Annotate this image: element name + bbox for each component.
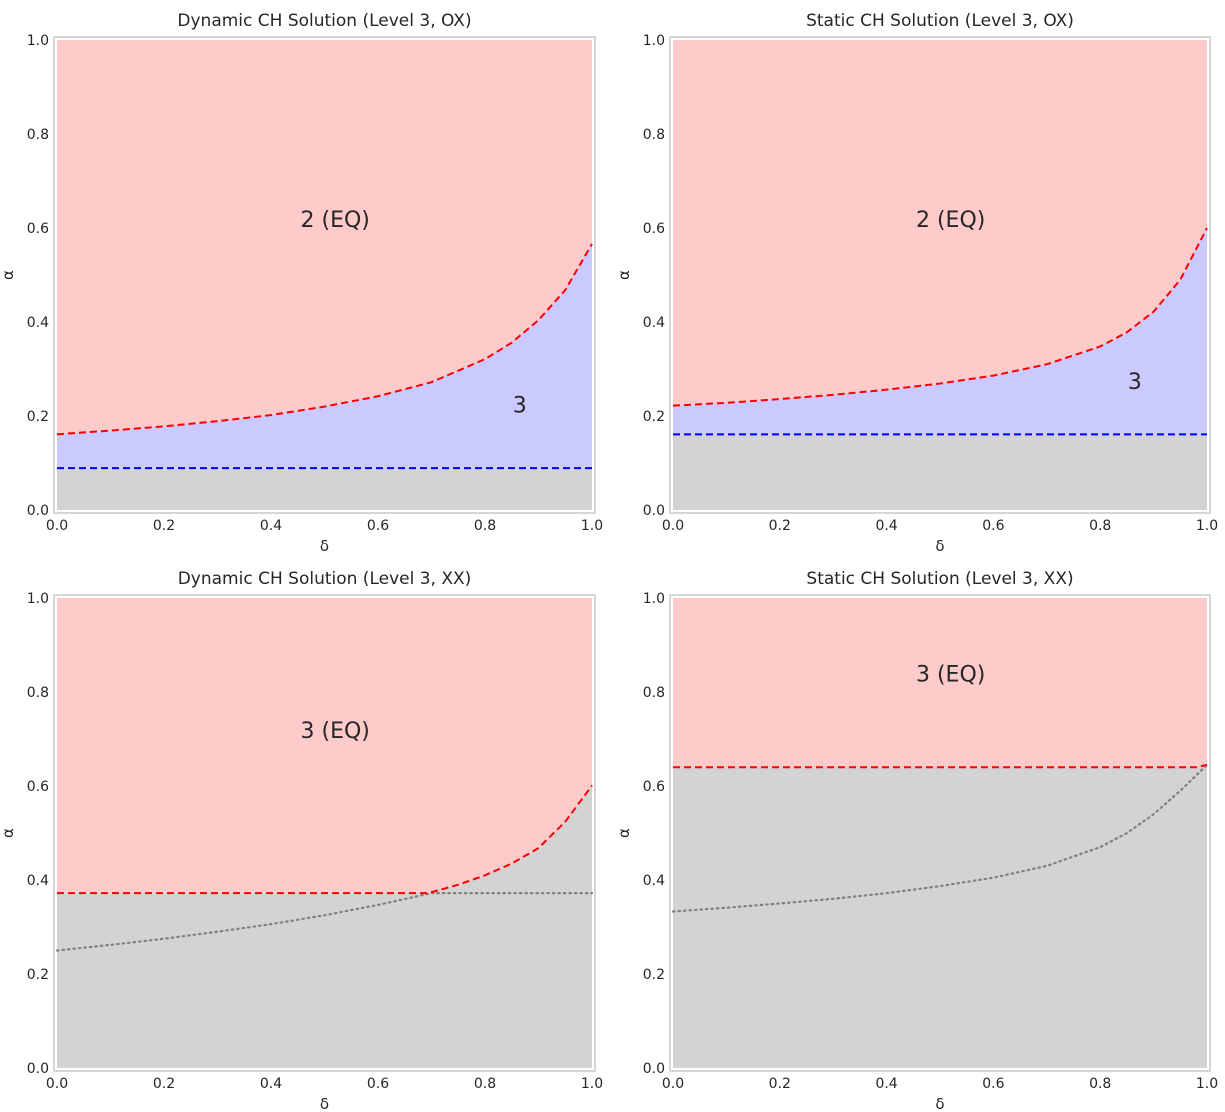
- y-tick-label: 1.0: [643, 591, 665, 607]
- x-axis-label: δ: [935, 537, 944, 555]
- y-tick-label: 0.4: [643, 315, 665, 331]
- x-tick-label: 0.6: [367, 518, 389, 534]
- y-tick-label: 0.8: [27, 685, 49, 701]
- chart-title: Dynamic CH Solution (Level 3, OX): [177, 11, 471, 31]
- y-tick-label: 0.0: [643, 1061, 665, 1077]
- x-axis-label: δ: [935, 1095, 944, 1112]
- x-tick-label: 0.6: [982, 1076, 1004, 1092]
- x-tick-label: 1.0: [1196, 518, 1218, 534]
- region-label: 3 (EQ): [916, 663, 985, 688]
- y-tick-label: 0.6: [27, 221, 49, 237]
- x-tick-label: 0.8: [474, 518, 496, 534]
- x-tick-label: 0.0: [662, 518, 684, 534]
- y-tick-label: 0.0: [643, 503, 665, 519]
- x-tick-label: 1.0: [581, 518, 603, 534]
- y-tick-label: 0.2: [643, 409, 665, 425]
- region-label: 3 (EQ): [301, 719, 370, 744]
- upper-boundary-line: [672, 227, 1208, 407]
- y-tick-label: 0.6: [27, 779, 49, 795]
- plot-frame: [53, 594, 596, 1072]
- y-tick-label: 0.6: [643, 779, 665, 795]
- chart-title: Static CH Solution (Level 3, OX): [806, 11, 1074, 31]
- y-axis-label: α: [615, 270, 633, 280]
- x-tick-label: 0.2: [153, 518, 175, 534]
- dotted-curve-line: [55, 892, 594, 952]
- region-middle-area: [57, 243, 592, 469]
- region-label: 3: [513, 394, 527, 419]
- y-axis-label: α: [615, 828, 633, 838]
- chart-panel-2: 2 (EQ) 3 0.0 0.2 0.4 0.6 0.8 1.0 0.0 0.2 0.4 0.6 0.8…: [615, 11, 1218, 555]
- upper-boundary-line: [56, 243, 593, 436]
- y-axis-label: α: [0, 270, 17, 280]
- x-tick-label: 0.8: [474, 1076, 496, 1092]
- y-tick-label: 1.0: [27, 33, 49, 49]
- chart-title: Dynamic CH Solution (Level 3, XX): [178, 569, 472, 589]
- plot-frame: [669, 36, 1211, 514]
- x-tick-label: 0.0: [46, 1076, 68, 1092]
- y-tick-label: 0.8: [643, 127, 665, 143]
- y-tick-label: 1.0: [27, 591, 49, 607]
- region-bottom-area: [57, 785, 592, 1068]
- x-tick-label: 0.0: [46, 518, 68, 534]
- chart-panel-3: 3 (EQ) 0.0 0.2 0.4 0.6 0.8 1.0 0.0 0.2 0.4 0.6 0.8 1…: [0, 569, 603, 1112]
- plot-frame: [53, 36, 596, 514]
- y-tick-label: 0.4: [27, 315, 49, 331]
- y-tick-label: 0.2: [643, 967, 665, 983]
- x-tick-label: 0.8: [1089, 1076, 1111, 1092]
- chart-panel-1: 2 (EQ) 3 0.0 0.2 0.4 0.6 0.8 1.0 0.0 0.2 0.4 0.6 0.8…: [0, 11, 603, 555]
- upper-boundary-line: [57, 784, 593, 895]
- dotted-curve-line: [671, 763, 1209, 913]
- upper-boundary-line: [673, 763, 1208, 769]
- x-tick-label: 0.4: [260, 1076, 282, 1092]
- y-tick-label: 0.0: [27, 503, 49, 519]
- y-tick-label: 0.6: [643, 221, 665, 237]
- x-tick-label: 0.4: [875, 1076, 897, 1092]
- region-label: 3: [1128, 370, 1142, 395]
- y-tick-label: 0.8: [643, 685, 665, 701]
- x-tick-label: 1.0: [581, 1076, 603, 1092]
- chart-title: Static CH Solution (Level 3, XX): [806, 569, 1073, 589]
- y-axis-label: α: [0, 828, 17, 838]
- region-label: 2 (EQ): [916, 208, 985, 233]
- y-tick-label: 0.0: [27, 1061, 49, 1077]
- y-tick-label: 1.0: [643, 33, 665, 49]
- region-bottom-area: [673, 764, 1207, 1068]
- x-tick-label: 0.6: [982, 518, 1004, 534]
- x-tick-label: 0.6: [367, 1076, 389, 1092]
- x-tick-label: 1.0: [1196, 1076, 1218, 1092]
- x-tick-label: 0.4: [260, 518, 282, 534]
- plot-frame: [669, 594, 1211, 1072]
- x-tick-label: 0.4: [875, 518, 897, 534]
- region-bottom-area: [673, 434, 1207, 510]
- chart-panel-4: 3 (EQ) 0.0 0.2 0.4 0.6 0.8 1.0 0.0 0.2 0.4 0.6 0.8 1…: [615, 569, 1218, 1112]
- x-tick-label: 0.8: [1089, 518, 1111, 534]
- x-tick-label: 0.2: [153, 1076, 175, 1092]
- x-axis-label: δ: [320, 537, 329, 555]
- region-bottom-area: [57, 468, 592, 510]
- x-tick-label: 0.2: [769, 1076, 791, 1092]
- y-tick-label: 0.4: [643, 873, 665, 889]
- x-tick-label: 0.0: [662, 1076, 684, 1092]
- region-label: 2 (EQ): [301, 208, 370, 233]
- y-tick-label: 0.2: [27, 967, 49, 983]
- region-middle-area: [673, 228, 1207, 435]
- y-tick-label: 0.8: [27, 127, 49, 143]
- y-tick-label: 0.4: [27, 873, 49, 889]
- x-axis-label: δ: [320, 1095, 329, 1112]
- y-tick-label: 0.2: [27, 409, 49, 425]
- x-tick-label: 0.2: [769, 518, 791, 534]
